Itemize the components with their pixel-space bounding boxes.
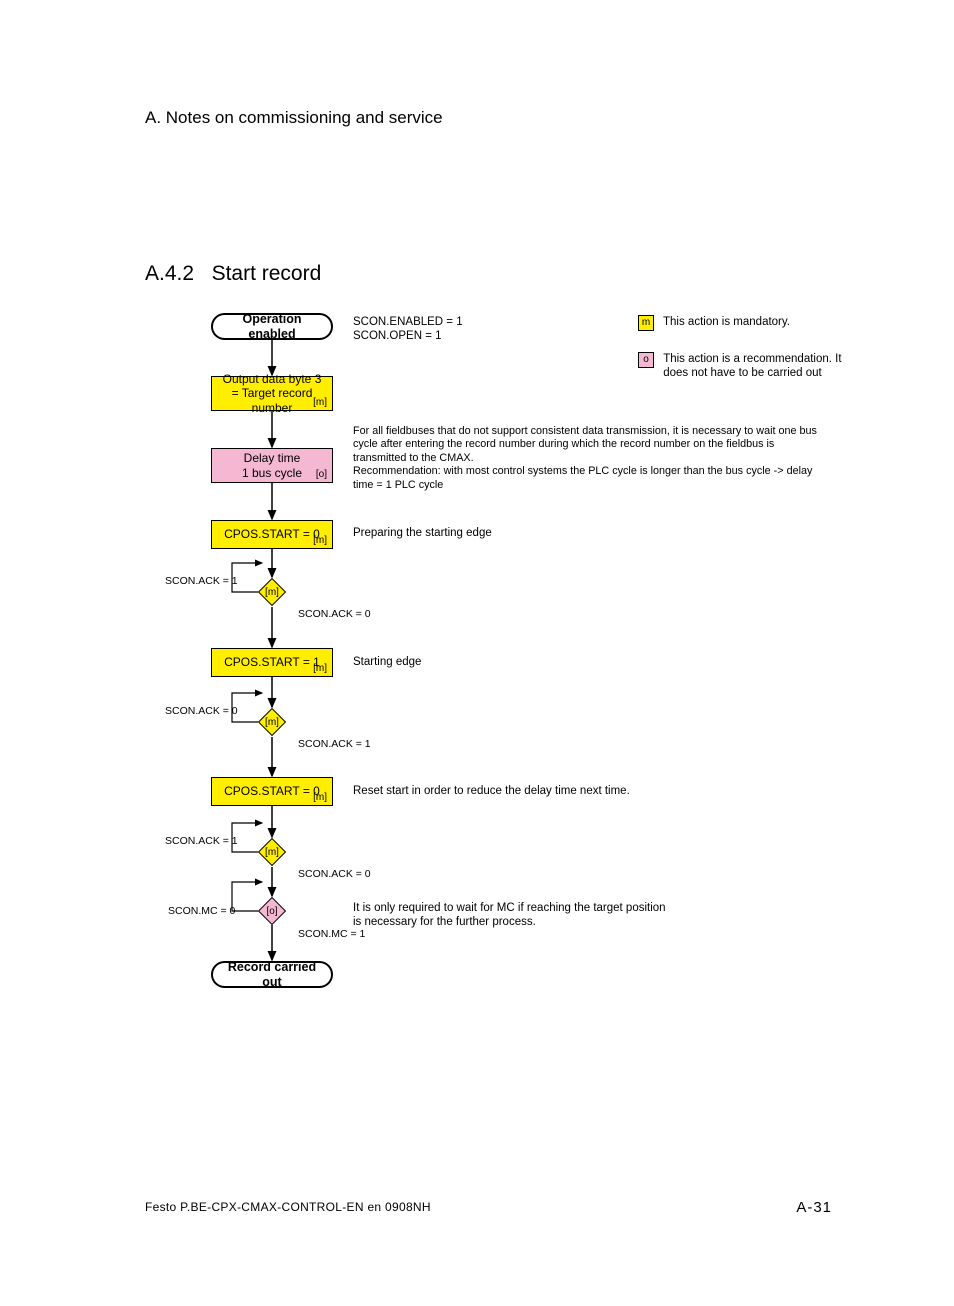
page-header: A. Notes on commissioning and service	[145, 108, 443, 128]
decision-ack-1: [m]	[258, 578, 286, 606]
box3-note: Preparing the starting edge	[353, 526, 492, 540]
decision-tag: [m]	[263, 713, 281, 731]
dec4-note: It is only required to wait for MC if re…	[353, 901, 673, 930]
process-tag: [o]	[316, 469, 327, 481]
delay-note: For all fieldbuses that do not support c…	[353, 425, 828, 492]
process-line1: Delay time	[244, 451, 301, 465]
process-cpos-start-1: CPOS.START = 1 [m]	[211, 648, 333, 677]
dec1-left-label: SCON.ACK = 1	[165, 575, 238, 587]
process-label: CPOS.START = 1	[224, 655, 320, 669]
legend-o-text: This action is a recommendation. It does…	[663, 352, 843, 381]
legend-o-icon: o	[638, 352, 654, 368]
decision-tag: [m]	[263, 843, 281, 861]
dec2-right-label: SCON.ACK = 1	[298, 738, 371, 750]
process-line1: Output data byte 3	[223, 372, 322, 386]
process-cpos-start-0b: CPOS.START = 0 [m]	[211, 777, 333, 806]
legend-optional: o This action is a recommendation. It do…	[638, 352, 848, 381]
section-number: A.4.2	[145, 262, 194, 285]
section-label: Start record	[212, 262, 322, 285]
decision-ack-3: [m]	[258, 838, 286, 866]
box4-note: Starting edge	[353, 655, 421, 669]
dec4-left-label: SCON.MC = 0	[168, 905, 235, 917]
decision-mc: [o]	[258, 897, 286, 925]
process-tag: [m]	[313, 792, 327, 804]
process-tag: [m]	[313, 535, 327, 547]
dec2-left-label: SCON.ACK = 0	[165, 705, 238, 717]
page: A. Notes on commissioning and service A.…	[0, 0, 954, 1306]
decision-ack-2: [m]	[258, 708, 286, 736]
box5-note: Reset start in order to reduce the delay…	[353, 784, 630, 798]
terminal-end: Record carried out	[211, 961, 333, 988]
dec1-right-label: SCON.ACK = 0	[298, 608, 371, 620]
terminal-start: Operation enabled	[211, 313, 333, 340]
legend-m-icon: m	[638, 315, 654, 331]
process-tag: [m]	[313, 397, 327, 409]
process-output-data-byte: Output data byte 3 = Target record numbe…	[211, 376, 333, 411]
process-delay-time: Delay time 1 bus cycle [o]	[211, 448, 333, 483]
process-line2: 1 bus cycle	[242, 466, 302, 480]
footer-left: Festo P.BE-CPX-CMAX-CONTROL-EN en 0908NH	[145, 1200, 431, 1214]
process-label: CPOS.START = 0	[224, 527, 320, 541]
terminal-start-label: Operation enabled	[219, 312, 325, 342]
legend-mandatory: m This action is mandatory.	[638, 315, 838, 331]
decision-tag: [m]	[263, 583, 281, 601]
process-line2: = Target record number	[216, 386, 328, 415]
dec4-right-label: SCON.MC = 1	[298, 928, 365, 940]
flow-connectors	[0, 0, 954, 1306]
decision-tag: [o]	[263, 902, 281, 920]
process-label: CPOS.START = 0	[224, 784, 320, 798]
process-cpos-start-0a: CPOS.START = 0 [m]	[211, 520, 333, 549]
footer-right: A-31	[796, 1199, 832, 1216]
start-note: SCON.ENABLED = 1 SCON.OPEN = 1	[353, 315, 463, 344]
terminal-end-label: Record carried out	[219, 960, 325, 990]
section-title: A.4.2 Start record	[145, 262, 321, 286]
legend-m-text: This action is mandatory.	[663, 316, 790, 328]
dec3-right-label: SCON.ACK = 0	[298, 868, 371, 880]
dec3-left-label: SCON.ACK = 1	[165, 835, 238, 847]
process-tag: [m]	[313, 663, 327, 675]
